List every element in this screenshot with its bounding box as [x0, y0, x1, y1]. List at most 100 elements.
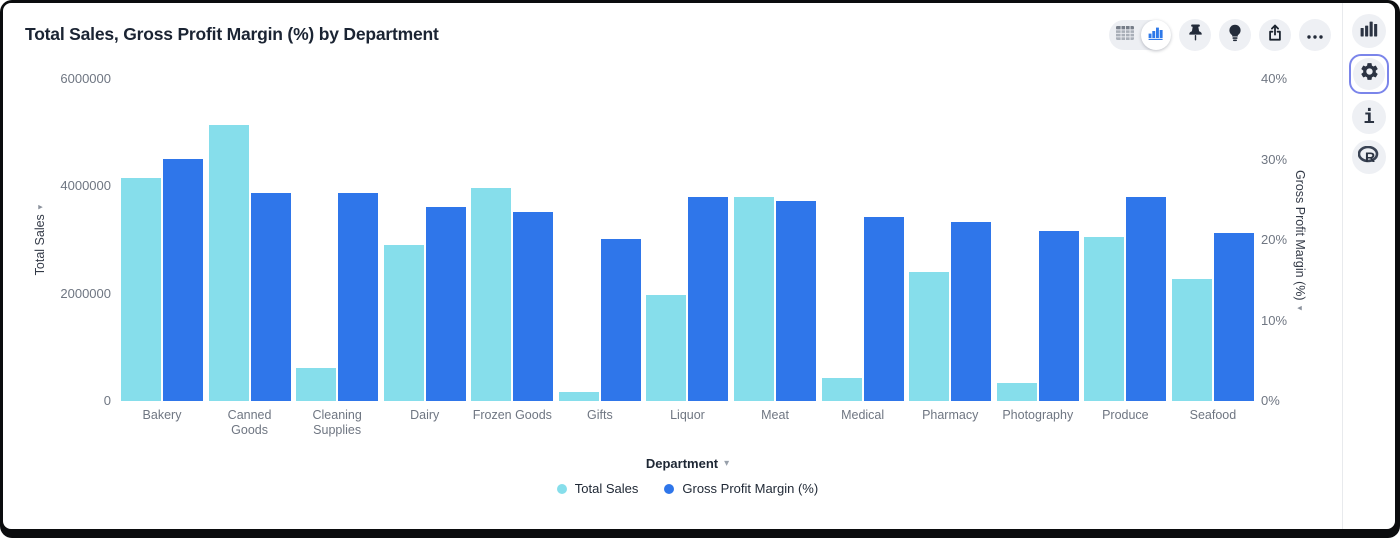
bar-gross-profit-margin-cleaning-supplies[interactable]: [338, 193, 379, 401]
x-tick-dairy: Dairy: [410, 408, 440, 422]
bar-total-sales-liquor[interactable]: [646, 294, 687, 401]
bar-group: [383, 79, 467, 401]
bar-gross-profit-margin-seafood[interactable]: [1213, 232, 1254, 401]
bar-gross-profit-margin-liquor[interactable]: [688, 196, 729, 401]
y-axis-label-right[interactable]: Gross Profit Margin (%) ◂: [1293, 169, 1307, 313]
y-right-tick: 10%: [1261, 312, 1288, 328]
chart-view-button[interactable]: [1140, 20, 1171, 50]
bar-group: [908, 79, 992, 401]
legend-dot: [664, 483, 675, 494]
r-logo-icon: R: [1357, 145, 1380, 169]
ellipsis-icon: [1307, 26, 1323, 44]
chart-legend: Total Sales Gross Profit Margin (%): [120, 481, 1255, 496]
x-tick-canned-goods: Canned Goods: [227, 408, 272, 437]
bar-group: [1171, 79, 1255, 401]
chevron-down-icon: ▾: [724, 458, 730, 469]
bar-gross-profit-margin-frozen-goods[interactable]: [513, 211, 554, 401]
bar-group: [1083, 79, 1167, 401]
share-icon: [1267, 24, 1283, 46]
y-axis-right-title: Gross Profit Margin (%): [1293, 169, 1307, 301]
y-right-tick: 20%: [1261, 232, 1288, 247]
bar-total-sales-frozen-goods[interactable]: [471, 187, 512, 401]
x-tick-photography: Photography: [1002, 408, 1074, 422]
legend-item-gross-profit-margin[interactable]: Gross Profit Margin (%): [664, 481, 818, 496]
more-options-button[interactable]: [1299, 19, 1331, 51]
bar-gross-profit-margin-canned-goods[interactable]: [250, 192, 291, 401]
bar-gross-profit-margin-produce[interactable]: [1126, 197, 1167, 401]
x-tick-gifts: Gifts: [587, 408, 613, 422]
bar-total-sales-produce[interactable]: [1084, 236, 1125, 401]
rail-divider: [1342, 3, 1343, 529]
y-right-tick: 40%: [1261, 71, 1288, 86]
axis-direction-arrow-right: ◂: [1297, 302, 1303, 313]
bar-total-sales-medical[interactable]: [821, 377, 862, 401]
legend-label: Total Sales: [574, 481, 639, 496]
bar-group: [733, 79, 817, 401]
bar-group: [645, 79, 729, 401]
rail-settings-button[interactable]: [1353, 58, 1385, 90]
bar-gross-profit-margin-dairy[interactable]: [425, 207, 466, 401]
rail-r-analytics-button[interactable]: R: [1352, 140, 1386, 174]
department-label: Department: [645, 456, 719, 471]
bar-group: [996, 79, 1080, 401]
info-icon: i: [1363, 105, 1375, 128]
gear-icon: [1359, 61, 1380, 87]
x-axis-field: Department ▾: [120, 455, 1255, 473]
department-dropdown[interactable]: Department ▾: [646, 456, 729, 471]
bar-gross-profit-margin-pharmacy[interactable]: [951, 221, 992, 401]
x-tick-seafood: Seafood: [1189, 408, 1237, 422]
page-title: Total Sales, Gross Profit Margin (%) by …: [25, 24, 439, 44]
y-axis-label-left[interactable]: Total Sales ▸: [33, 201, 47, 276]
bar-total-sales-meat[interactable]: [734, 197, 775, 401]
x-tick-liquor: Liquor: [670, 408, 705, 422]
pin-icon: [1188, 24, 1203, 46]
table-view-button[interactable]: [1109, 20, 1140, 50]
bar-chart-icon: [1360, 21, 1378, 42]
svg-text:R: R: [1365, 149, 1375, 164]
bar-total-sales-canned-goods[interactable]: [208, 125, 249, 401]
bar-total-sales-pharmacy[interactable]: [909, 272, 950, 401]
axis-direction-arrow-left: ▸: [37, 201, 43, 212]
legend-dot: [556, 483, 567, 494]
lightbulb-button[interactable]: [1219, 19, 1251, 51]
bar-total-sales-gifts[interactable]: [558, 391, 599, 401]
bar-group: [295, 79, 379, 401]
y-left-tick: 0: [103, 393, 111, 408]
y-left-tick: 2000000: [60, 285, 111, 301]
bar-total-sales-photography[interactable]: [996, 383, 1037, 401]
rail-chart-button[interactable]: [1352, 14, 1386, 48]
y-axis-left-title: Total Sales: [33, 214, 47, 276]
y-left-tick: 6000000: [60, 71, 111, 86]
bar-gross-profit-margin-photography[interactable]: [1038, 231, 1079, 401]
bar-gross-profit-margin-meat[interactable]: [776, 201, 817, 401]
legend-item-total-sales[interactable]: Total Sales: [556, 481, 639, 496]
right-rail: i R: [1346, 14, 1392, 174]
bar-group: [120, 79, 204, 401]
y-left-tick: 4000000: [60, 178, 111, 194]
x-tick-medical: Medical: [841, 408, 885, 422]
bar-gross-profit-margin-bakery[interactable]: [163, 158, 203, 401]
bar-total-sales-seafood[interactable]: [1171, 279, 1212, 401]
rail-info-button[interactable]: i: [1352, 100, 1386, 134]
bar-group: [821, 79, 905, 401]
bar-total-sales-bakery[interactable]: [121, 178, 161, 401]
y-right-tick: 30%: [1261, 151, 1288, 167]
x-tick-cleaning-supplies: Cleaning Supplies: [312, 408, 362, 437]
view-toggle[interactable]: [1109, 20, 1171, 50]
x-tick-produce: Produce: [1102, 408, 1149, 422]
bar-gross-profit-margin-medical[interactable]: [863, 216, 904, 401]
bar-gross-profit-margin-gifts[interactable]: [600, 239, 641, 401]
bar-total-sales-cleaning-supplies[interactable]: [296, 367, 337, 401]
x-tick-bakery: Bakery: [142, 408, 182, 422]
chart-panel: Total Sales, Gross Profit Margin (%) by …: [3, 3, 1395, 529]
pin-button[interactable]: [1179, 19, 1211, 51]
lightbulb-icon: [1228, 24, 1242, 47]
x-tick-meat: Meat: [761, 408, 789, 422]
bar-total-sales-dairy[interactable]: [383, 244, 424, 401]
x-axis-labels: Bakery Canned Goods Cleaning Supplies Dairy…: [120, 408, 1255, 437]
chart-view-icon: [1148, 26, 1164, 45]
x-tick-frozen-goods: Frozen Goods: [472, 408, 552, 422]
bar-chart-plot: [120, 79, 1255, 401]
share-button[interactable]: [1259, 19, 1291, 51]
